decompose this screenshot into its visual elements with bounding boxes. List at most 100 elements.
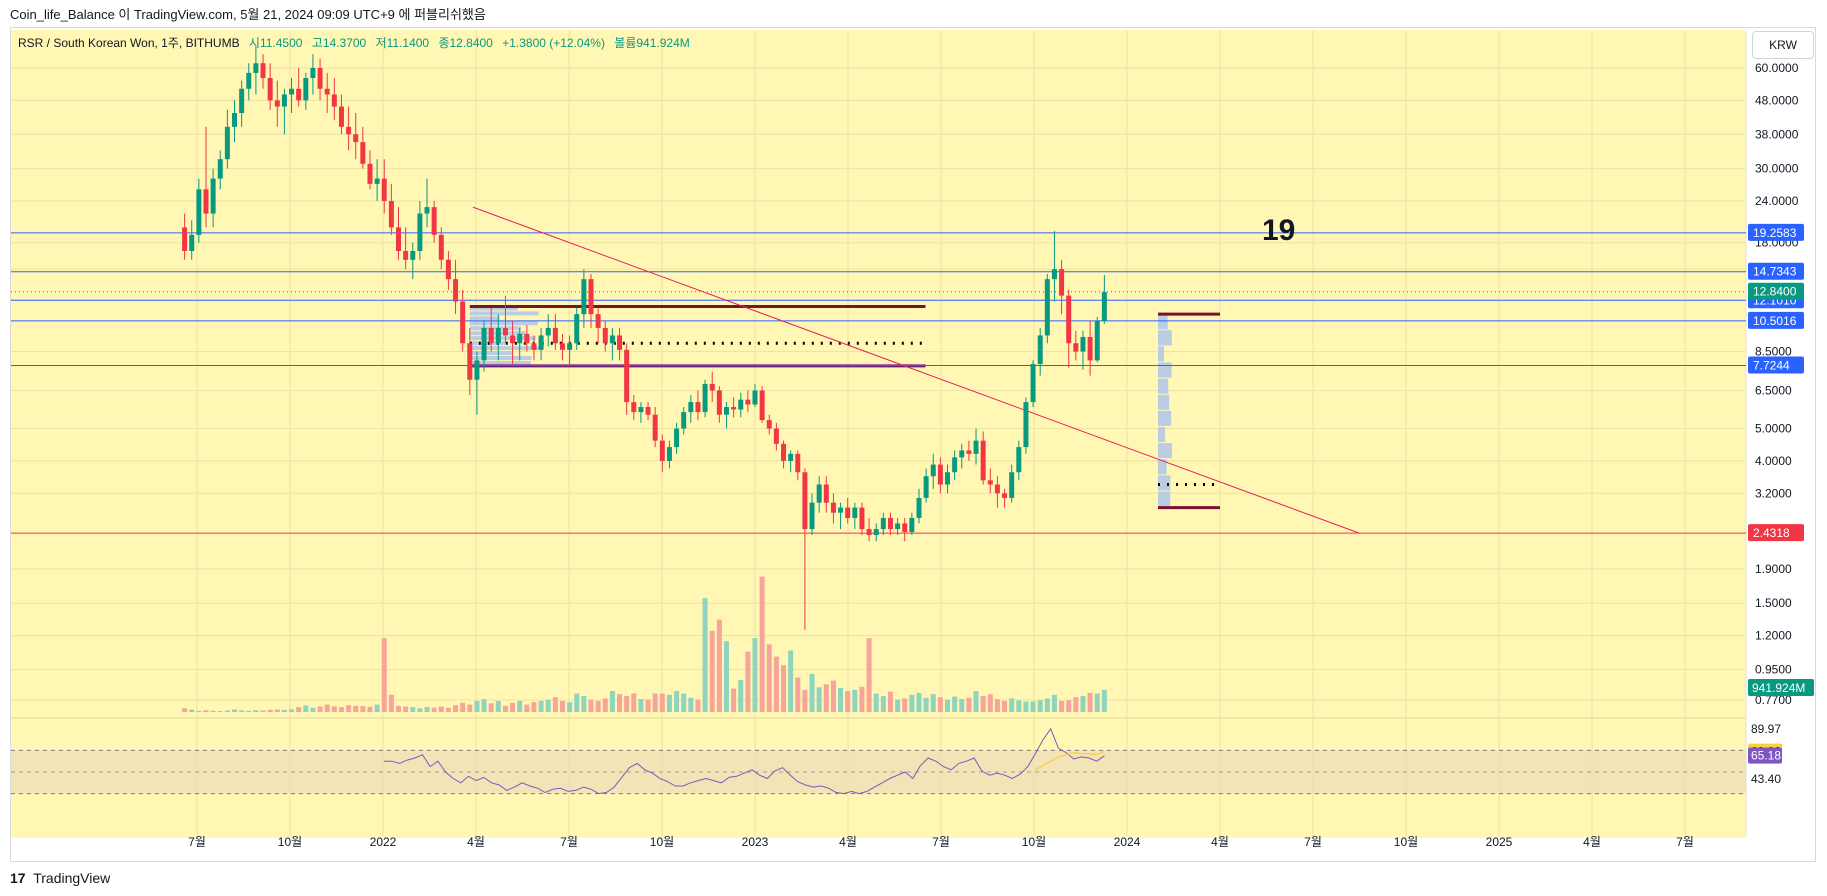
candle-body	[289, 88, 295, 95]
volume-bar	[1002, 700, 1008, 712]
volume-profile-row	[1158, 394, 1170, 410]
level-price-label: 2.4318	[1753, 526, 1790, 540]
level-price-label: 7.7244	[1753, 358, 1790, 372]
volume-bar	[417, 708, 423, 712]
volume-bar	[652, 693, 658, 712]
volume-bar	[823, 684, 829, 712]
candle-body	[410, 250, 416, 260]
volume-bar	[937, 697, 943, 712]
candle-body	[431, 207, 437, 235]
tradingview-footer: 17 TradingView	[10, 870, 110, 886]
candle-body	[638, 407, 644, 413]
candle-body	[396, 227, 401, 251]
level-price-label-bg	[1748, 262, 1804, 280]
candle-body	[652, 414, 658, 441]
candle-body	[303, 78, 309, 101]
rsi-value-label-bg	[1748, 747, 1782, 764]
x-tick-label: 7월	[188, 835, 206, 849]
volume-profile-row	[469, 316, 500, 321]
volume-profile-row	[1158, 426, 1166, 443]
candle-body	[196, 189, 202, 235]
candle-body	[788, 453, 794, 461]
last-price-label-bg	[1748, 282, 1804, 300]
volume-bar	[916, 692, 922, 712]
volume-profile-row	[469, 341, 506, 346]
volume-bar	[267, 709, 273, 712]
candle-body	[930, 464, 936, 477]
volume-label-bg	[1748, 679, 1814, 696]
rsi-ma-line	[1035, 751, 1105, 771]
volume-profile-row	[469, 306, 518, 311]
volume-bar	[232, 709, 238, 712]
volume-bar	[781, 665, 787, 712]
candle-body	[645, 407, 651, 415]
volume-profile-row	[469, 326, 521, 331]
candle-body	[331, 94, 337, 107]
candle-body	[438, 234, 444, 260]
x-tick-label: 4월	[1211, 835, 1229, 849]
candle-body	[845, 507, 851, 518]
price-pane-background	[11, 30, 1746, 718]
candle-body	[388, 200, 394, 228]
candle-body	[959, 450, 965, 458]
candle-body	[267, 78, 273, 101]
volume-bar	[374, 704, 380, 712]
volume-bar	[239, 710, 245, 712]
volume-bar	[182, 708, 188, 712]
candle-body	[617, 335, 623, 350]
candle-body	[417, 213, 423, 251]
volume-bar	[738, 680, 744, 712]
volume-bar	[866, 638, 872, 712]
volume-bar	[502, 705, 508, 712]
volume-bar	[795, 677, 801, 712]
candle-body	[1066, 295, 1072, 344]
currency-button[interactable]: KRW	[1752, 31, 1814, 59]
candle-body	[559, 343, 565, 350]
chart-frame	[10, 27, 1816, 862]
candle-body	[424, 207, 430, 214]
x-tick-label: 10월	[278, 835, 302, 849]
candle-body	[838, 507, 844, 513]
footer-brand: TradingView	[33, 870, 111, 886]
last-price-label: 12.8400	[1753, 285, 1797, 299]
level-price-label: 19.2583	[1753, 226, 1797, 240]
volume-bar	[788, 650, 794, 712]
candle-body	[980, 440, 986, 481]
volume-bar	[189, 709, 195, 712]
level-price-label: 10.5016	[1753, 314, 1797, 328]
volume-profile-row	[1158, 330, 1172, 346]
volume-profile-row	[1158, 362, 1172, 378]
candle-body	[367, 163, 373, 184]
volume-profile-row	[1158, 491, 1171, 507]
legend-symbol[interactable]: RSR / South Korean Won, 1주, BITHUMB	[18, 36, 240, 50]
volume-profile-row	[469, 321, 538, 326]
legend-change: +1.3800 (+12.04%)	[502, 36, 605, 50]
volume-bar	[752, 638, 758, 712]
candle-body	[224, 126, 230, 160]
volume-bar	[702, 598, 708, 712]
volume-profile-row	[469, 311, 539, 316]
level-price-label-bg	[1748, 223, 1804, 241]
volume-bar	[324, 704, 330, 712]
volume-bar	[317, 706, 323, 712]
x-tick-label: 2022	[370, 835, 397, 849]
volume-bar	[289, 709, 295, 712]
candle-body	[1016, 447, 1022, 473]
candle-body	[973, 440, 979, 454]
candle-body	[866, 529, 872, 536]
price-tick-label: 38.0000	[1755, 127, 1799, 141]
volume-bar	[595, 700, 601, 712]
volume-profile-row	[1158, 346, 1164, 362]
candle-body	[253, 63, 259, 73]
volume-bar	[695, 699, 701, 712]
candle-body	[481, 327, 487, 361]
volume-label: 941.924M	[1752, 681, 1805, 695]
x-tick-label: 10월	[650, 835, 674, 849]
candle-body	[1101, 292, 1107, 321]
volume-bar	[952, 696, 958, 712]
candle-body	[895, 523, 901, 530]
price-tick-label: 8.5000	[1755, 345, 1792, 359]
candle-body	[338, 106, 344, 127]
tradingview-logo-icon: 17	[10, 870, 26, 886]
